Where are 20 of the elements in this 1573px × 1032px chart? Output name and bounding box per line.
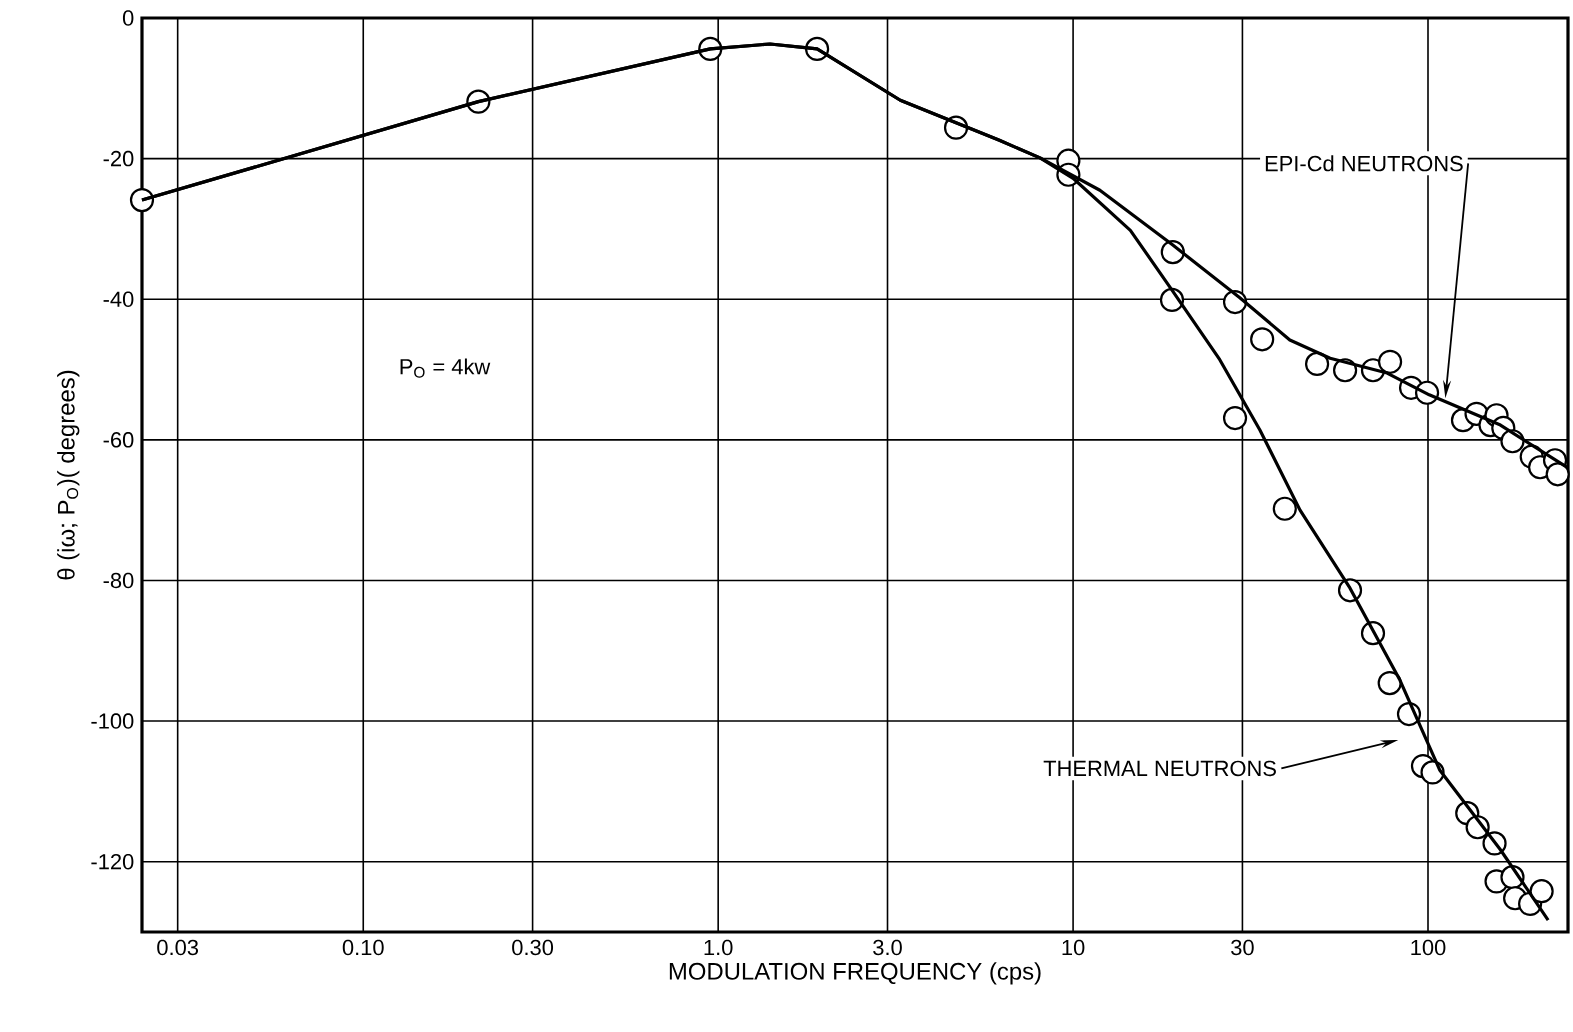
x-axis-title: MODULATION FREQUENCY (cps) [669, 962, 1041, 985]
y-tick-label: -120 [91, 853, 134, 870]
x-tick-label: 30 [1231, 939, 1254, 956]
y-tick-label: -100 [91, 713, 134, 729]
x-tick-label: 3.0 [873, 939, 902, 956]
y-tick-label: -80 [103, 572, 134, 589]
y-tick-label: -40 [103, 291, 134, 307]
y-axis-title: θ (iω; P$_{O}$)( degrees) [57, 370, 80, 580]
annotation: P$_{O}$ = 4kw [400, 358, 491, 378]
annotation: EPI-Cd NEUTRONS [1265, 155, 1463, 172]
x-tick-label: 0.03 [157, 939, 199, 956]
annotation: THERMAL NEUTRONS [1043, 760, 1276, 777]
y-tick-label: -20 [103, 150, 134, 167]
x-tick-label: 1.0 [704, 939, 733, 956]
y-tick-label: -60 [103, 432, 134, 448]
x-tick-label: 10 [1062, 939, 1085, 956]
x-tick-label: 100 [1411, 939, 1446, 956]
x-tick-label: 0.10 [342, 939, 384, 956]
x-tick-label: 0.30 [512, 939, 554, 956]
y-tick-label: 0 [122, 10, 134, 26]
